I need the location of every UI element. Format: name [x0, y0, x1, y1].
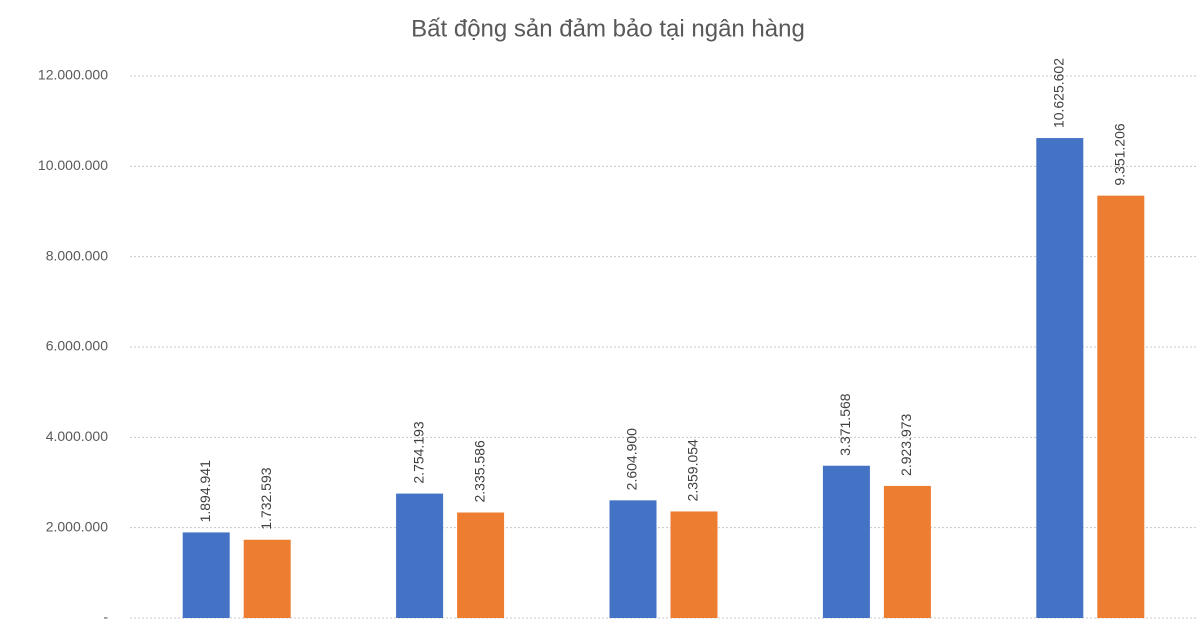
bar: [1036, 138, 1084, 619]
data-label: 2.923.973: [898, 413, 914, 475]
y-tick-label: -: [103, 609, 108, 625]
data-label: 2.754.193: [410, 421, 426, 483]
bar: [1097, 195, 1145, 618]
y-tick-label: 8.000.000: [46, 247, 108, 263]
y-tick-label: 6.000.000: [46, 338, 108, 354]
data-label: 2.359.054: [685, 439, 701, 501]
y-tick-label: 2.000.000: [46, 518, 108, 534]
data-label: 9.351.206: [1112, 123, 1128, 185]
bar: [609, 500, 657, 618]
y-tick-label: 4.000.000: [46, 428, 108, 444]
bar: [396, 493, 444, 618]
y-tick-label: 10.000.000: [38, 157, 108, 173]
bar: [822, 465, 870, 618]
data-label: 1.732.593: [258, 467, 274, 529]
data-label: 3.371.568: [837, 393, 853, 455]
bar: [883, 485, 931, 618]
data-label: 1.894.941: [197, 460, 213, 522]
y-tick-label: 12.000.000: [38, 67, 108, 83]
bar: [670, 511, 718, 618]
data-label: 2.335.586: [471, 440, 487, 502]
chart-title: Bất động sản đảm bảo tại ngân hàng: [411, 15, 805, 42]
bar: [182, 532, 230, 618]
data-label: 2.604.900: [624, 428, 640, 490]
data-label: 10.625.602: [1051, 58, 1067, 128]
bar: [243, 539, 291, 618]
bar: [457, 512, 505, 618]
